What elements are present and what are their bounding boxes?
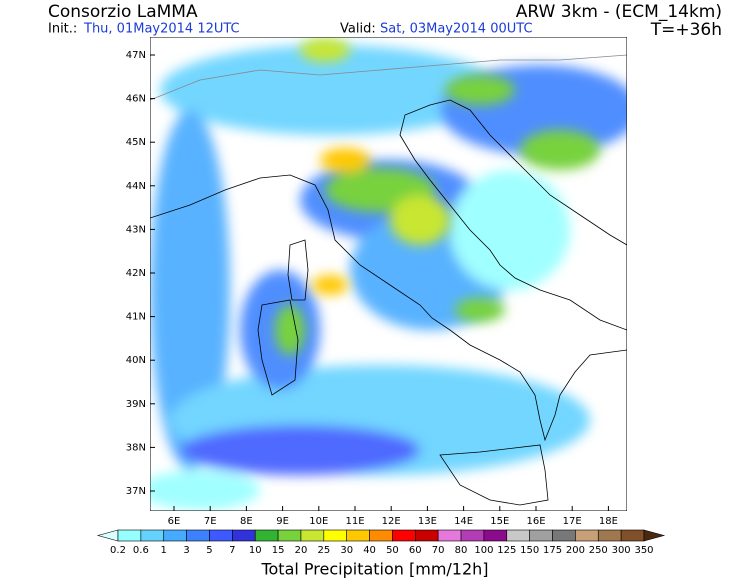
colorbar-swatch — [620, 529, 645, 542]
lon-label: 15E — [490, 516, 509, 527]
colorbar-label: 5 — [206, 545, 212, 556]
lon-label: 17E — [563, 516, 582, 527]
colorbar-swatch — [117, 529, 142, 542]
colorbar-swatch — [232, 529, 256, 542]
lat-label: 41N — [126, 312, 146, 323]
model: ARW 3km - (ECM_14km) — [516, 2, 722, 22]
colorbar-swatch — [575, 529, 599, 542]
lat-label: 45N — [126, 137, 146, 148]
map — [150, 37, 627, 511]
colorbar-swatch — [506, 529, 530, 542]
init-label: Init.: — [48, 22, 77, 37]
colorbar-title: Total Precipitation [mm/12h] — [260, 560, 488, 579]
colorbar-label: 40 — [363, 545, 376, 556]
lat-label: 37N — [126, 486, 146, 497]
colorbar-label: 25 — [317, 545, 330, 556]
lon-label: 8E — [240, 516, 253, 527]
lat-label: 39N — [126, 399, 146, 410]
colorbar-swatch — [597, 529, 622, 542]
colorbar-label: 70 — [432, 545, 445, 556]
colorbar-label: 15 — [272, 545, 285, 556]
lon-label: 12E — [382, 516, 401, 527]
valid-label: Valid: — [340, 22, 376, 37]
colorbar-arrow-left — [96, 529, 119, 542]
colorbar-swatch — [369, 529, 393, 542]
lon-label: 14E — [454, 516, 473, 527]
lon-label: 18E — [599, 516, 618, 527]
title: Consorzio LaMMA — [48, 2, 198, 22]
colorbar-label: 50 — [386, 545, 399, 556]
colorbar-label: 1 — [161, 545, 167, 556]
colorbar-swatch — [437, 529, 462, 542]
lat-label: 42N — [126, 268, 146, 279]
colorbar-label: 0.6 — [133, 545, 149, 556]
colorbar-label: 20 — [295, 545, 308, 556]
colorbar-swatch — [346, 529, 370, 542]
colorbar-swatch — [186, 529, 210, 542]
colorbar-label: 175 — [543, 545, 562, 556]
lat-label: 38N — [126, 442, 146, 453]
colorbar-swatch — [483, 529, 508, 542]
lat-label: 40N — [126, 355, 146, 366]
colorbar-label: 200 — [566, 545, 585, 556]
colorbar-label: 350 — [634, 545, 653, 556]
lon-label: 16E — [526, 516, 545, 527]
colorbar-label: 60 — [409, 545, 422, 556]
colorbar-label: 30 — [340, 545, 353, 556]
lon-label: 7E — [204, 516, 217, 527]
colorbar-label: 250 — [589, 545, 608, 556]
colorbar-swatch — [140, 529, 165, 542]
lon-label: 11E — [345, 516, 364, 527]
init-date: Thu, 01May2014 12UTC — [83, 22, 240, 37]
colorbar-label: 0.2 — [110, 545, 126, 556]
colorbar-swatch — [209, 529, 233, 542]
colorbar-swatch — [254, 529, 279, 542]
colorbar-swatch — [163, 529, 187, 542]
colorbar: 0.2 0.6 1 3 5 7 10 15 20 25 30 40 50 60 70 80 100 125 150 1… — [96, 529, 666, 556]
colorbar-label: 10 — [249, 545, 262, 556]
colorbar-swatch — [392, 529, 416, 542]
colorbar-label: 125 — [497, 545, 516, 556]
colorbar-swatch — [552, 529, 576, 542]
colorbar-swatch — [300, 529, 325, 542]
colorbar-label: 300 — [612, 545, 631, 556]
lon-label: 6E — [168, 516, 181, 527]
valid-date: Sat, 03May2014 00UTC — [380, 22, 533, 37]
lon-label: 10E — [309, 516, 328, 527]
colorbar-label: 100 — [474, 545, 493, 556]
lat-label: 47N — [126, 50, 146, 61]
colorbar-arrow-right — [643, 529, 666, 542]
colorbar-label: 3 — [183, 545, 189, 556]
lon-label: 13E — [418, 516, 437, 527]
map-axes: 47N 46N 45N 44N 43N 42N 41N 40N 39N 38N 37N 6E 7E 8E 9… — [126, 50, 618, 527]
colorbar-swatch — [277, 529, 302, 542]
colorbar-label: 80 — [455, 545, 468, 556]
lat-label: 44N — [126, 181, 146, 192]
colorbar-label: 150 — [520, 545, 539, 556]
lead-time: T=+36h — [650, 20, 722, 40]
lat-label: 43N — [126, 224, 146, 235]
colorbar-swatch — [529, 529, 553, 542]
colorbar-swatch — [415, 529, 439, 542]
lon-label: 9E — [276, 516, 289, 527]
colorbar-label: 7 — [229, 545, 235, 556]
lat-label: 46N — [126, 94, 146, 105]
colorbar-swatch — [460, 529, 485, 542]
colorbar-swatch — [323, 529, 347, 542]
